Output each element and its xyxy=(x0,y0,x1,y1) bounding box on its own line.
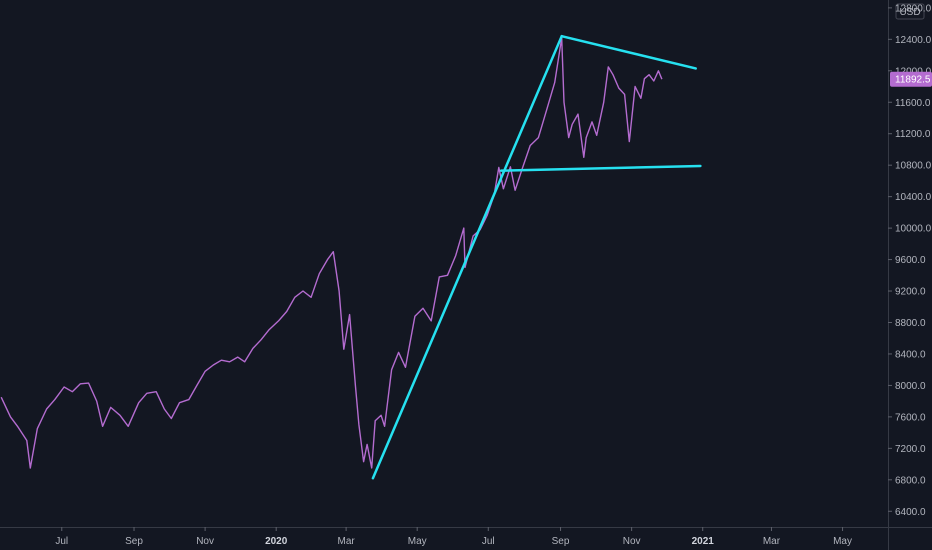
price-line-0 xyxy=(0,37,663,469)
y-tick-label: 8000.0 xyxy=(895,381,926,392)
time-axis[interactable]: Jul Sep Nov 2020 Mar May Jul Sep Nov 2021 Mar May xyxy=(55,527,852,547)
x-tick-label: 2020 xyxy=(265,536,288,547)
x-tick-label: Mar xyxy=(763,536,781,547)
y-tick-label: 10000.0 xyxy=(895,224,932,235)
x-tick-label: May xyxy=(833,536,852,547)
y-tick-label: 9200.0 xyxy=(895,287,926,298)
y-tick-label: 6800.0 xyxy=(895,475,926,486)
x-tick-label: Nov xyxy=(196,536,214,547)
trendline-0[interactable] xyxy=(371,34,563,480)
x-tick-label: Mar xyxy=(337,536,355,547)
y-tick-label: 12800.0 xyxy=(895,3,932,14)
y-tick-label: 9600.0 xyxy=(895,255,926,266)
y-tick-label: 6400.0 xyxy=(895,507,926,518)
x-tick-label: May xyxy=(408,536,427,547)
y-tick-label: 10400.0 xyxy=(895,192,932,203)
x-tick-label: Jul xyxy=(55,536,68,547)
x-tick-label: Jul xyxy=(482,536,495,547)
y-tick-label: 7200.0 xyxy=(895,444,926,455)
y-tick-label: 12400.0 xyxy=(895,35,932,46)
y-tick-label: 10800.0 xyxy=(895,161,932,172)
last-price-marker: 11892.5 xyxy=(890,71,932,87)
last-price-box xyxy=(890,71,932,87)
y-tick-label: 7600.0 xyxy=(895,412,926,423)
y-tick-label: 11600.0 xyxy=(895,98,931,109)
last-price-label: 11892.5 xyxy=(895,75,931,86)
price-series xyxy=(0,37,663,469)
x-tick-label: Sep xyxy=(552,536,570,547)
y-tick-label: 8800.0 xyxy=(895,318,926,329)
x-tick-label: 2021 xyxy=(692,536,715,547)
trendline-2[interactable] xyxy=(499,164,702,172)
y-tick-label: 8400.0 xyxy=(895,349,926,360)
trendlines[interactable] xyxy=(371,34,702,480)
x-tick-label: Sep xyxy=(125,536,143,547)
x-tick-label: Nov xyxy=(623,536,641,547)
currency-badge[interactable] xyxy=(895,3,925,20)
y-tick-label: 11200.0 xyxy=(895,129,931,140)
trendline-1[interactable] xyxy=(560,34,697,70)
currency-label: USD xyxy=(899,7,920,18)
